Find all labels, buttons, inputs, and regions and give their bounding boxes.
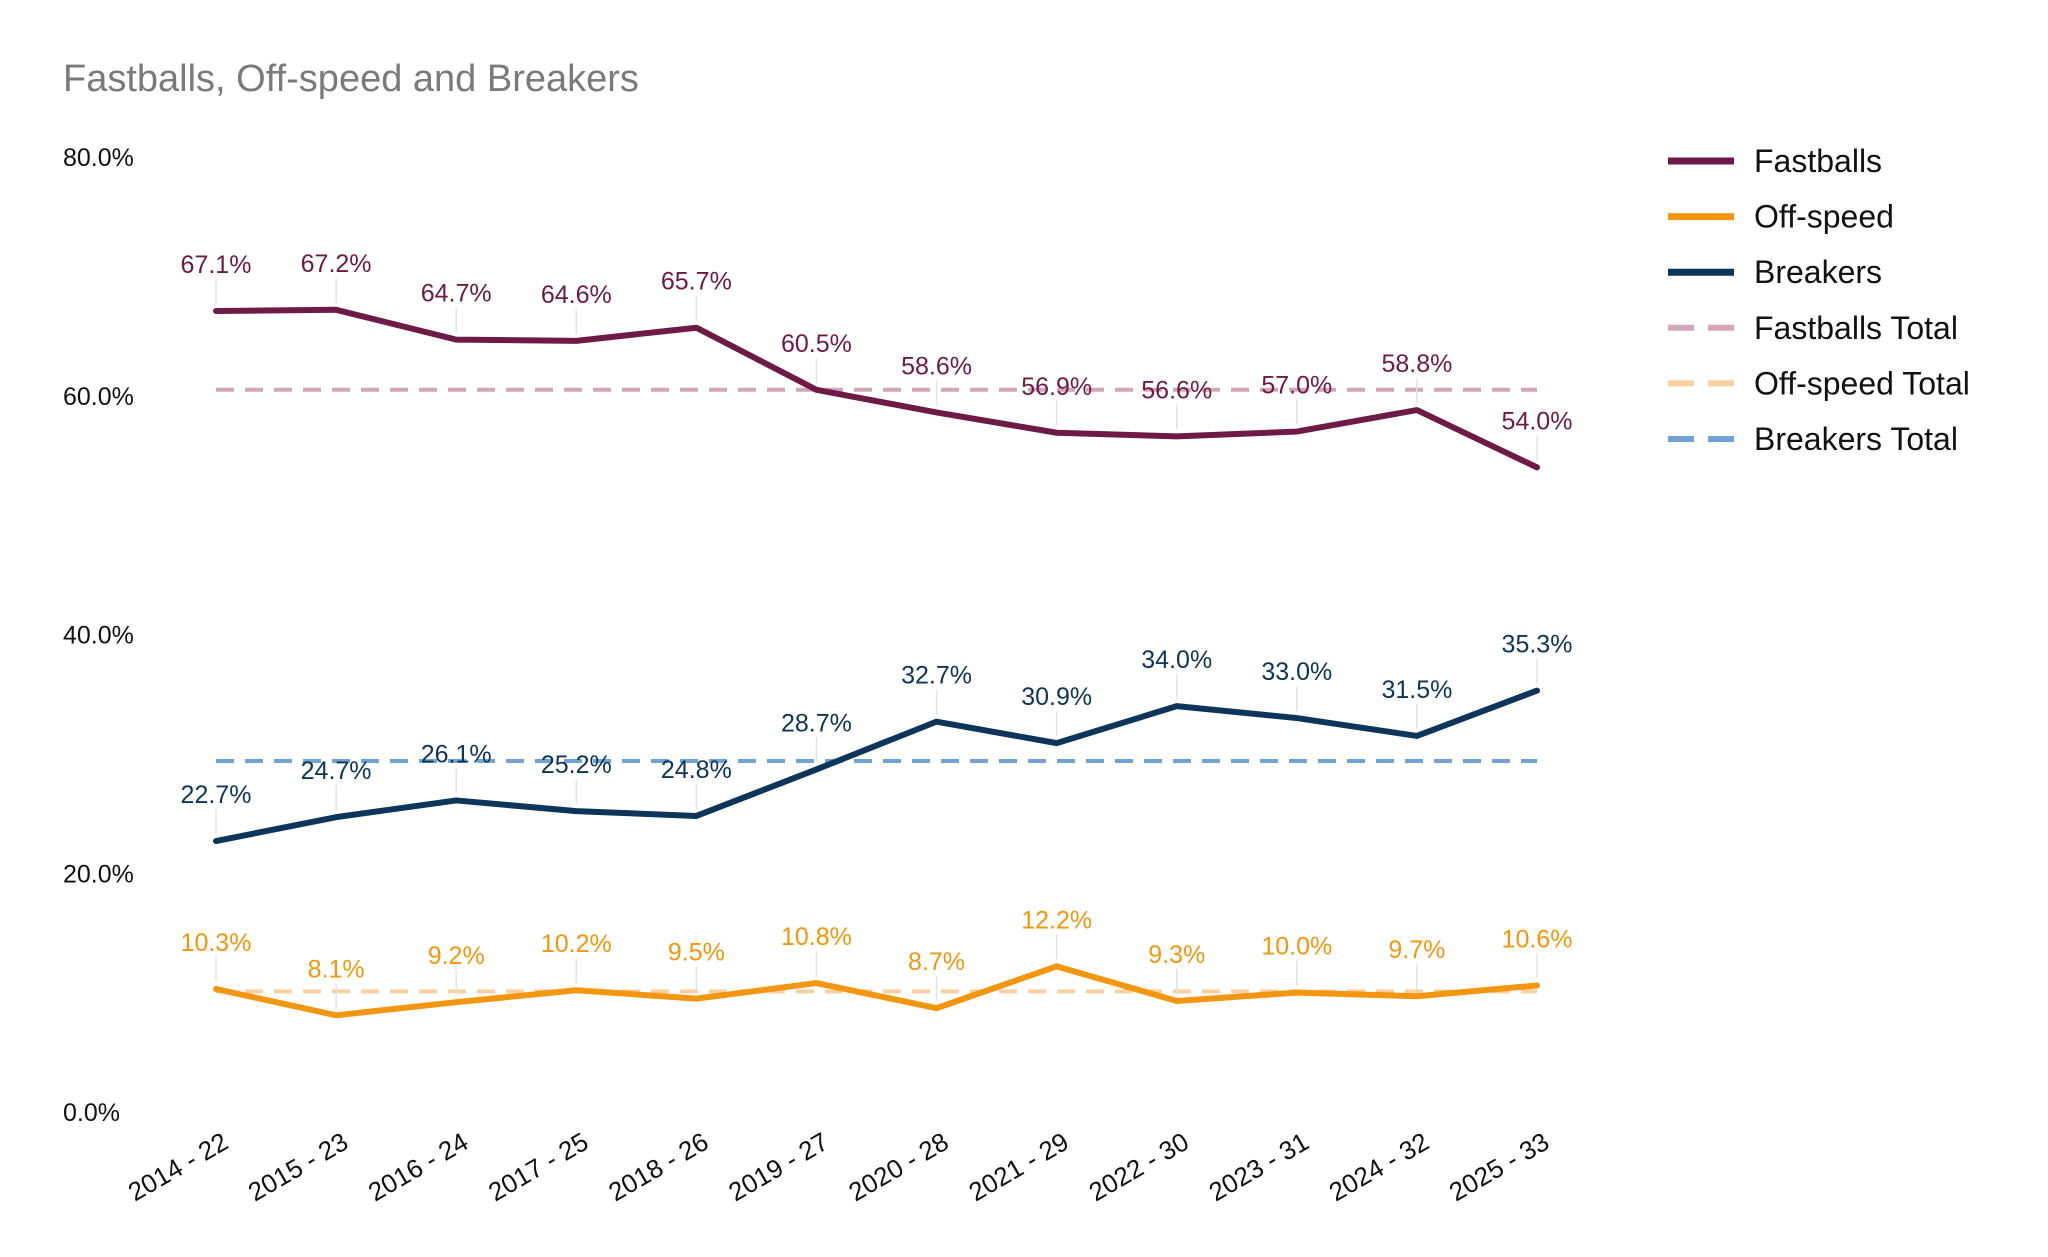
- data-label-off-speed: 9.5%: [668, 939, 725, 967]
- data-label-fastballs: 64.6%: [541, 281, 612, 309]
- data-label-breakers: 25.2%: [541, 751, 612, 779]
- data-label-fastballs: 67.1%: [181, 251, 252, 279]
- data-label-fastballs: 56.9%: [1021, 373, 1092, 401]
- chart-title: Fastballs, Off-speed and Breakers: [63, 58, 639, 100]
- data-label-off-speed: 9.3%: [1148, 941, 1205, 969]
- data-label-breakers: 24.7%: [301, 757, 372, 785]
- data-label-fastballs: 54.0%: [1502, 407, 1573, 435]
- legend-label-breakers-total: Breakers Total: [1754, 421, 1958, 457]
- data-label-breakers: 33.0%: [1261, 658, 1332, 686]
- data-label-breakers: 32.7%: [901, 662, 972, 690]
- data-label-off-speed: 8.7%: [908, 948, 965, 976]
- x-tick-label: 2025 - 33: [1444, 1126, 1554, 1207]
- y-tick-label: 80.0%: [63, 144, 134, 172]
- data-label-breakers: 28.7%: [781, 709, 852, 737]
- x-tick-label: 2019 - 27: [723, 1126, 833, 1207]
- y-tick-label: 60.0%: [63, 383, 134, 411]
- data-label-breakers: 22.7%: [181, 781, 252, 809]
- x-tick-label: 2024 - 32: [1324, 1126, 1434, 1207]
- x-tick-label: 2014 - 22: [123, 1126, 233, 1207]
- y-tick-label: 20.0%: [63, 860, 134, 888]
- data-label-breakers: 30.9%: [1021, 683, 1092, 711]
- data-label-fastballs: 67.2%: [301, 250, 372, 278]
- x-tick-label: 2016 - 24: [363, 1126, 473, 1207]
- data-label-fastballs: 64.7%: [421, 280, 492, 308]
- x-tick-label: 2015 - 23: [243, 1126, 353, 1207]
- x-tick-label: 2018 - 26: [603, 1126, 713, 1207]
- data-label-off-speed: 12.2%: [1021, 906, 1092, 934]
- data-label-breakers: 34.0%: [1141, 646, 1212, 674]
- legend-label-off-speed: Off-speed: [1754, 199, 1894, 235]
- data-label-fastballs: 57.0%: [1261, 372, 1332, 400]
- legend-label-breakers: Breakers: [1754, 254, 1882, 290]
- data-label-breakers: 35.3%: [1502, 631, 1573, 659]
- legend-label-fastballs-total: Fastballs Total: [1754, 310, 1958, 346]
- data-label-off-speed: 10.3%: [181, 929, 252, 957]
- series-line-fastballs: [213, 306, 1540, 471]
- x-tick-label: 2020 - 28: [843, 1126, 953, 1207]
- data-label-off-speed: 8.1%: [308, 955, 365, 983]
- data-label-off-speed: 9.2%: [428, 942, 485, 970]
- data-label-off-speed: 10.0%: [1261, 933, 1332, 961]
- series-line-off-speed: [213, 963, 1540, 1019]
- data-label-breakers: 26.1%: [421, 740, 492, 768]
- legend-label-fastballs: Fastballs: [1754, 143, 1882, 179]
- data-label-off-speed: 10.8%: [781, 923, 852, 951]
- x-tick-label: 2021 - 29: [963, 1126, 1073, 1207]
- data-label-breakers: 24.8%: [661, 756, 732, 784]
- data-label-fastballs: 56.6%: [1141, 376, 1212, 404]
- x-tick-label: 2023 - 31: [1204, 1126, 1314, 1207]
- data-label-breakers: 31.5%: [1381, 676, 1452, 704]
- y-tick-label: 0.0%: [63, 1099, 120, 1127]
- data-label-fastballs: 60.5%: [781, 330, 852, 358]
- data-label-off-speed: 10.6%: [1502, 925, 1573, 953]
- data-label-fastballs: 58.8%: [1381, 350, 1452, 378]
- legend-label-off-speed-total: Off-speed Total: [1754, 365, 1970, 401]
- data-label-off-speed: 9.7%: [1388, 936, 1445, 964]
- data-label-off-speed: 10.2%: [541, 930, 612, 958]
- x-tick-label: 2017 - 25: [483, 1126, 593, 1207]
- data-label-fastballs: 65.7%: [661, 268, 732, 296]
- series-line-breakers: [213, 687, 1540, 845]
- x-tick-label: 2022 - 30: [1084, 1126, 1194, 1207]
- y-tick-label: 40.0%: [63, 622, 134, 650]
- data-label-fastballs: 58.6%: [901, 352, 972, 380]
